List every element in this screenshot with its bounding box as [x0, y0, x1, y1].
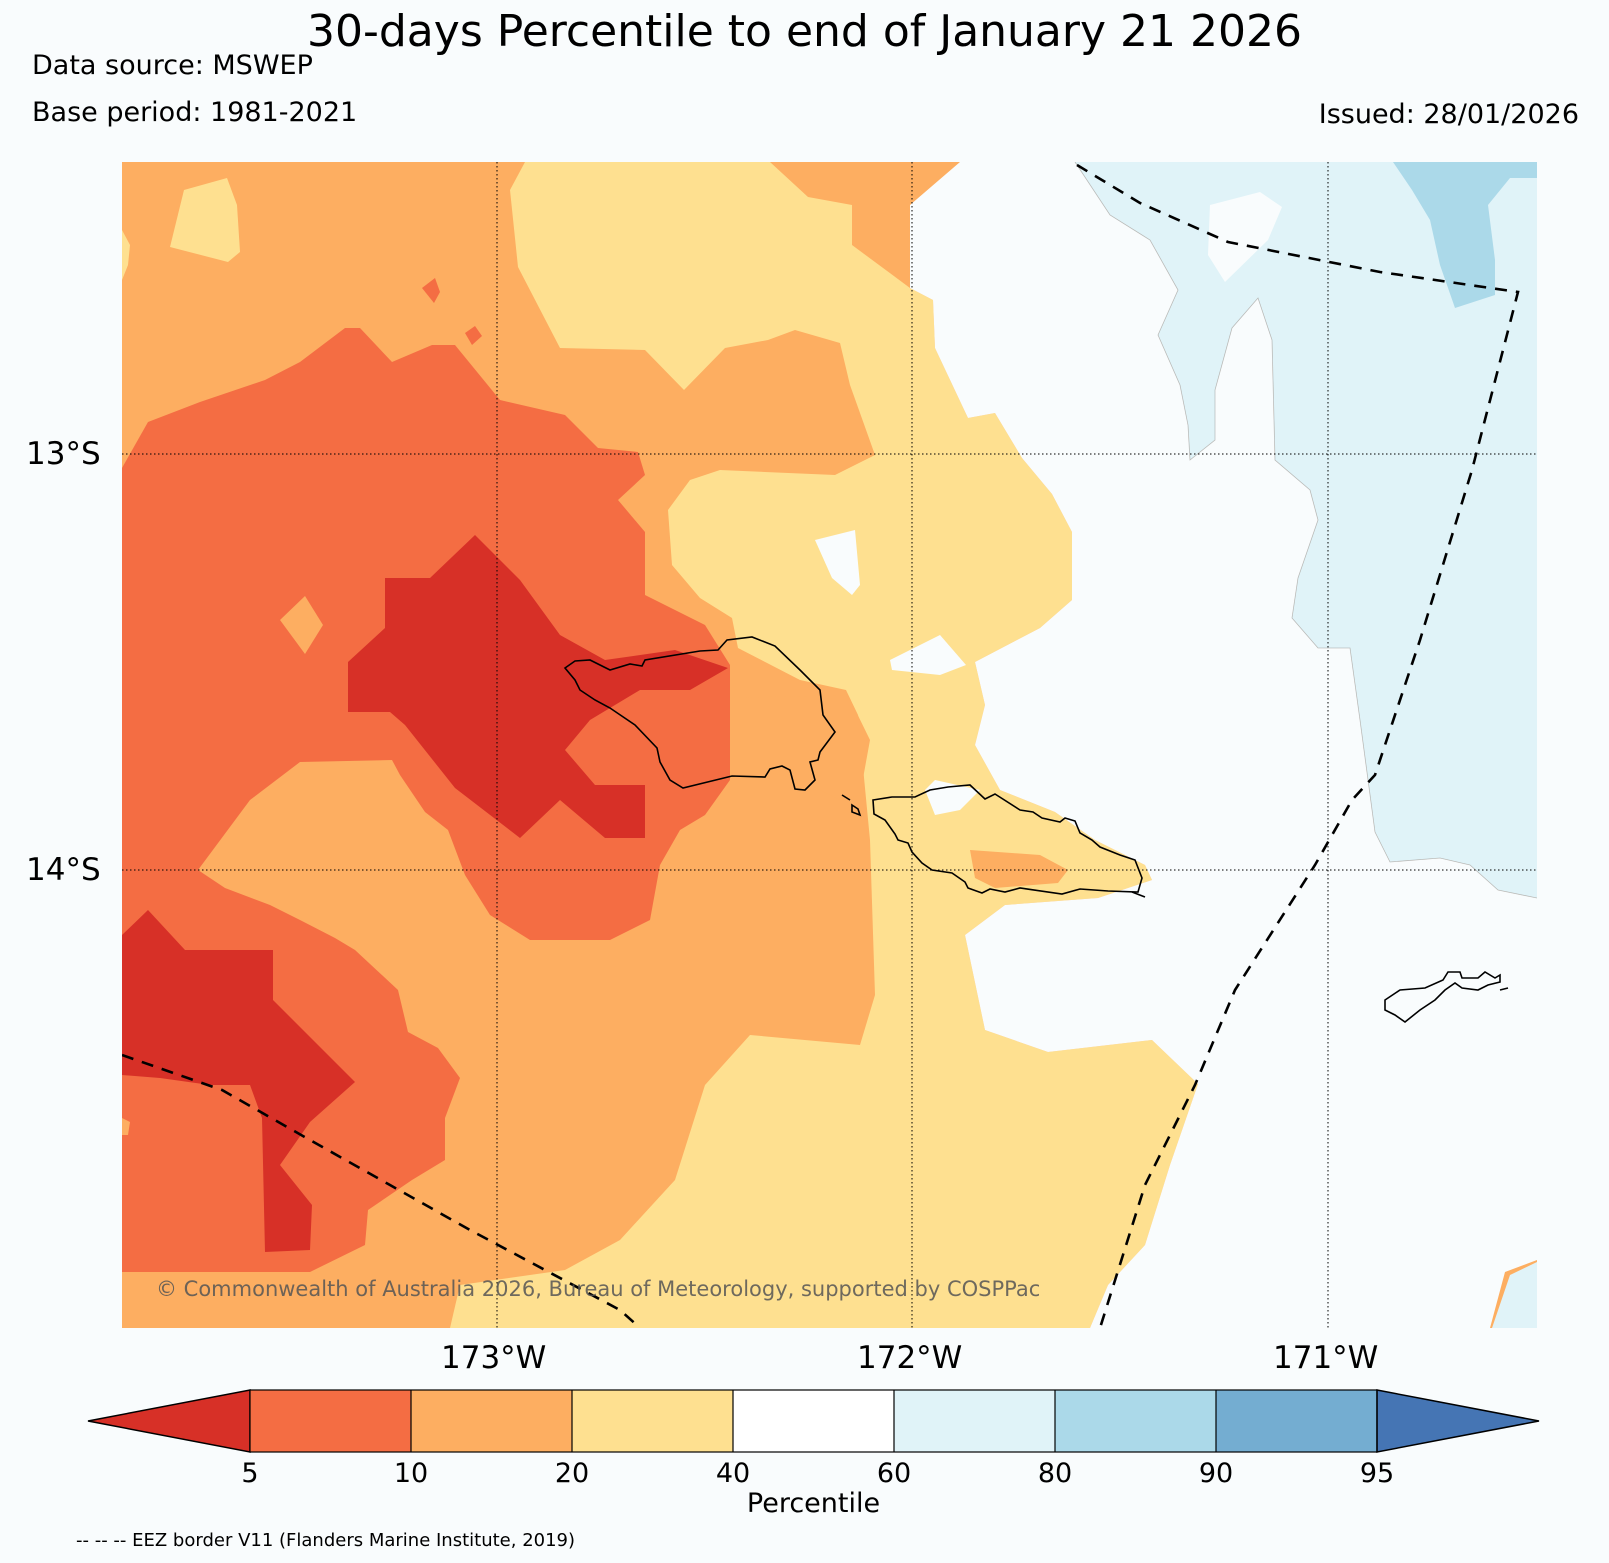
coast-fragment-2 — [841, 794, 851, 801]
contour-40-60-hole-2 — [890, 635, 966, 675]
colorbar-tick-20: 20 — [554, 1458, 590, 1489]
eez-legend-note: -- -- -- EEZ border V11 (Flanders Marine… — [76, 1530, 576, 1551]
contour-40-60-hole-1 — [815, 530, 860, 595]
colorbar-bin-10-20 — [411, 1390, 572, 1452]
contour-60-80-se — [1492, 1262, 1537, 1328]
contour-0-5-central — [348, 535, 728, 838]
upolu-island — [872, 784, 1143, 895]
base-period-label: Base period: 1981-2021 — [32, 97, 358, 128]
coast-fragment-1 — [1131, 891, 1146, 898]
lat-label-13s: 13°S — [26, 436, 101, 472]
colorbar-tick-10: 10 — [393, 1458, 429, 1489]
contour-40-60-hole-north — [1208, 192, 1282, 282]
colorbar-tick-5: 5 — [241, 1458, 259, 1489]
colorbar-tick-95: 95 — [1359, 1458, 1395, 1489]
contour-10-20-edge — [122, 1118, 130, 1135]
contour-20-40-nw — [170, 178, 240, 262]
issued-date-label: Issued: 28/01/2026 — [1318, 99, 1579, 130]
coastlines — [563, 636, 1509, 1023]
contour-10-20-islet — [280, 596, 323, 654]
chart-title: 30-days Percentile to end of January 21 … — [307, 6, 1302, 57]
contour-60-80 — [1075, 162, 1537, 898]
contour-5-10-islet — [422, 278, 440, 303]
data-source-label: Data source: MSWEP — [32, 50, 313, 81]
colorbar-bin-80-90 — [1055, 1390, 1216, 1452]
coast-fragment-3 — [1499, 987, 1509, 991]
contour-80-90 — [1393, 162, 1537, 308]
colorbar-tick-40: 40 — [715, 1458, 751, 1489]
colorbar-bin-5-10 — [250, 1390, 411, 1452]
colorbar-extend-low — [87, 1389, 251, 1453]
lon-label-171w: 171°W — [1273, 1340, 1379, 1376]
colorbar-extend-high — [1376, 1389, 1540, 1453]
tutuila-island — [1384, 971, 1501, 1023]
lon-label-172w: 172°W — [857, 1340, 963, 1376]
colorbar-tick-90: 90 — [1198, 1458, 1234, 1489]
colorbar-title: Percentile — [746, 1488, 881, 1519]
contour-lines — [1074, 162, 1537, 899]
contour-10-20-upolu — [970, 850, 1068, 888]
colorbar-bin-90-95 — [1216, 1390, 1377, 1452]
contour-10-20-savaii — [730, 695, 870, 800]
colorbar-bin-60-80 — [894, 1390, 1055, 1452]
colorbar — [87, 1389, 1540, 1453]
savaii-island — [563, 636, 836, 791]
lat-label-14s: 14°S — [26, 852, 101, 888]
contour-0-5-sw — [122, 910, 355, 1252]
lon-label-173w: 173°W — [441, 1340, 547, 1376]
colorbar-bin-20-40 — [572, 1390, 733, 1452]
colorbar-tick-80: 80 — [1037, 1458, 1073, 1489]
contour-5-10-islet-2 — [465, 326, 482, 345]
manono-island — [851, 803, 862, 817]
contour-20-40-west-edge — [122, 230, 130, 280]
colorbar-tick-60: 60 — [876, 1458, 912, 1489]
copyright-watermark: © Commonwealth of Australia 2026, Bureau… — [156, 1277, 1041, 1301]
map-layers — [122, 162, 1537, 1328]
eez-borders — [122, 163, 1520, 1328]
colorbar-bin-40-60 — [733, 1390, 894, 1452]
